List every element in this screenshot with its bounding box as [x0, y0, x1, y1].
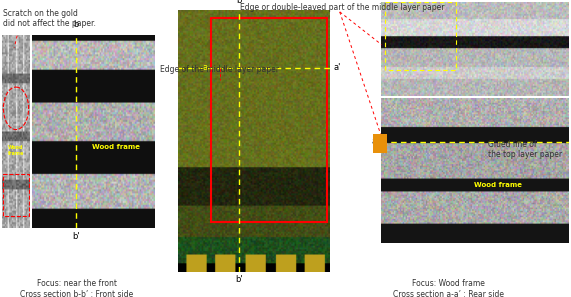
Text: Wood
frame: Wood frame — [8, 146, 24, 156]
Text: b: b — [74, 20, 79, 29]
Text: Focus: near the front
Cross section b-b’ : Front side: Focus: near the front Cross section b-b’… — [21, 279, 134, 297]
Text: Wood frame: Wood frame — [91, 144, 140, 150]
Text: a: a — [372, 137, 377, 146]
Text: Scratch on the gold
did not affect the paper.: Scratch on the gold did not affect the p… — [3, 9, 96, 28]
Bar — [373, 134, 387, 153]
Text: b': b' — [73, 232, 80, 241]
Text: a: a — [203, 63, 208, 72]
Text: Wood frame: Wood frame — [473, 182, 521, 188]
Text: b: b — [236, 0, 242, 5]
Text: Focus: Wood frame
Cross section a-a’ : Rear side: Focus: Wood frame Cross section a-a’ : R… — [393, 279, 504, 297]
Bar — [211, 18, 327, 222]
Text: Edge or double-leaved part of the middle layer paper: Edge or double-leaved part of the middle… — [240, 3, 445, 12]
Text: Edge of the middle layer paper: Edge of the middle layer paper — [160, 65, 279, 74]
Bar — [3, 174, 29, 217]
Bar — [385, 2, 456, 70]
Text: b': b' — [235, 276, 243, 285]
Text: Glued line of
the top layer paper: Glued line of the top layer paper — [488, 140, 562, 159]
Text: a': a' — [333, 63, 341, 72]
